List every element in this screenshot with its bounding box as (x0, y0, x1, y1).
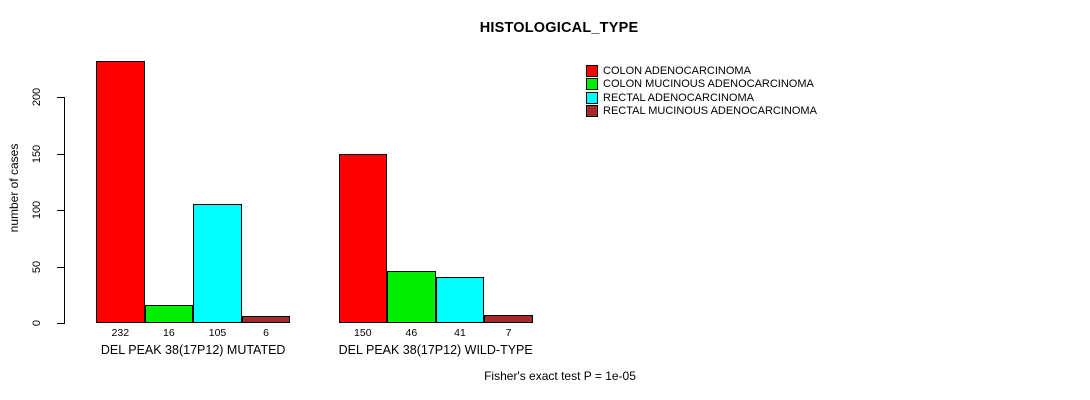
legend-item-label: COLON ADENOCARCINOMA (603, 64, 751, 77)
legend-item-label: RECTAL MUCINOUS ADENOCARCINOMA (603, 105, 817, 118)
bar-value-label: 150 (354, 327, 372, 339)
y-axis-tick (56, 210, 64, 211)
legend: COLON ADENOCARCINOMA COLON MUCINOUS ADENO… (586, 64, 817, 118)
bar-value-label: 16 (163, 327, 175, 339)
bar-rectal-adenocarcinoma (435, 276, 485, 323)
bar-value-label: 105 (208, 327, 227, 339)
y-axis-line (63, 97, 65, 324)
legend-swatch (586, 91, 598, 104)
y-axis-tick-label: 150 (31, 144, 43, 163)
y-axis-tick (56, 323, 64, 324)
y-axis-tick-label: 0 (31, 319, 43, 327)
y-axis-tick-label: 200 (31, 87, 43, 107)
bar-colon-adenocarcinoma (96, 60, 145, 323)
x-category-label: DEL PEAK 38(17P12) WILD-TYPE (338, 343, 533, 357)
y-axis-tick-label: 50 (31, 260, 43, 273)
bar-value-label: 46 (405, 327, 418, 339)
legend-item: COLON ADENOCARCINOMA (586, 64, 817, 78)
chart-title: HISTOLOGICAL_TYPE (479, 20, 639, 36)
y-axis-label: number of cases (7, 143, 21, 233)
y-axis-tick (56, 266, 64, 268)
legend-item-label: COLON MUCINOUS ADENOCARCINOMA (603, 78, 814, 91)
y-axis-tick (56, 97, 64, 98)
bar-colon-mucinous-adenocarcinoma (387, 271, 436, 323)
bar-value-label: 6 (263, 327, 270, 339)
y-axis-tick-label: 100 (31, 200, 43, 220)
x-category-label: DEL PEAK 38(17P12) MUTATED (100, 343, 286, 357)
bar-colon-mucinous-adenocarcinoma (144, 304, 194, 323)
bar-colon-adenocarcinoma (338, 153, 388, 323)
bar-rectal-mucinous-adenocarcinoma (241, 316, 291, 323)
legend-item: RECTAL ADENOCARCINOMA (586, 91, 817, 105)
annotation-fishers-test: Fisher's exact test P = 1e-05 (484, 369, 636, 383)
bar-rectal-adenocarcinoma (193, 204, 242, 323)
bar-rectal-mucinous-adenocarcinoma (484, 315, 533, 323)
bar-value-label: 232 (111, 327, 130, 339)
legend-item: COLON MUCINOUS ADENOCARCINOMA (586, 78, 817, 92)
legend-item: RECTAL MUCINOUS ADENOCARCINOMA (586, 105, 817, 119)
legend-item-label: RECTAL ADENOCARCINOMA (603, 91, 754, 104)
legend-swatch (586, 64, 598, 77)
bar-value-label: 41 (454, 327, 466, 339)
bar-value-label: 7 (505, 327, 512, 339)
y-axis-tick (56, 153, 64, 155)
legend-swatch (586, 78, 598, 91)
legend-swatch (586, 105, 598, 118)
